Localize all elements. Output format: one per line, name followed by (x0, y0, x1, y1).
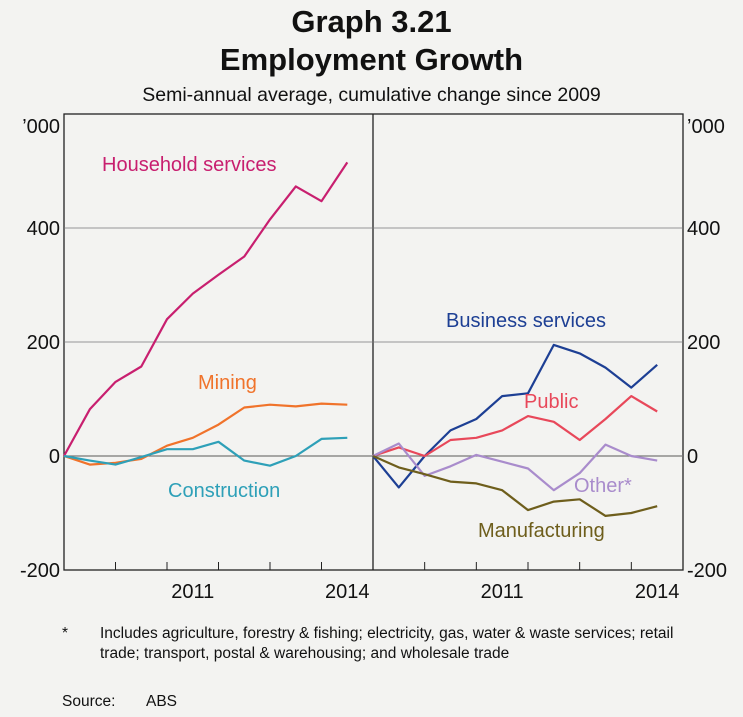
series-line-business-services (372, 343, 658, 489)
series-label-public: Public (524, 391, 578, 413)
y-tick-label-right: 0 (687, 446, 698, 468)
series-line-household-services (63, 161, 349, 457)
source-value: ABS (146, 693, 178, 710)
y-tick-label-right: 200 (687, 332, 720, 354)
series-line-manufacturing (372, 454, 658, 517)
y-tick-label-left: -200 (20, 560, 60, 582)
y-tick-label-right: 400 (687, 218, 720, 240)
x-tick-label: 2011 (481, 581, 524, 603)
y-units-label-right: ’000 (687, 116, 725, 138)
series-line-public (372, 395, 658, 458)
x-tick-label: 2011 (171, 581, 214, 603)
footnote-text: Includes agriculture, forestry & fishing… (100, 625, 674, 662)
series-label-business-services: Business services (446, 310, 606, 332)
y-units-label-left: ’000 (22, 116, 60, 138)
footnote-marker: * (62, 625, 69, 642)
y-tick-label-right: -200 (687, 560, 727, 582)
series-label-construction: Construction (168, 480, 280, 502)
series-label-manufacturing: Manufacturing (478, 520, 605, 542)
source-label: Source: (62, 693, 116, 710)
x-tick-label: 2014 (635, 581, 680, 603)
y-tick-label-left: 400 (27, 218, 60, 240)
series-line-construction (63, 436, 348, 467)
series-label-household-services: Household services (102, 154, 277, 176)
chart-caption: Semi-annual average, cumulative change s… (142, 84, 601, 106)
chart-title: Employment Growth (219, 42, 524, 77)
y-tick-label-left: 0 (49, 446, 60, 468)
x-tick-label: 2014 (325, 581, 370, 603)
y-tick-label-left: 200 (27, 332, 60, 354)
series-line-other (372, 442, 658, 492)
series-label-mining: Mining (198, 372, 257, 394)
graph-number: Graph 3.21 (291, 4, 452, 39)
series-label-other: Other* (574, 475, 632, 497)
